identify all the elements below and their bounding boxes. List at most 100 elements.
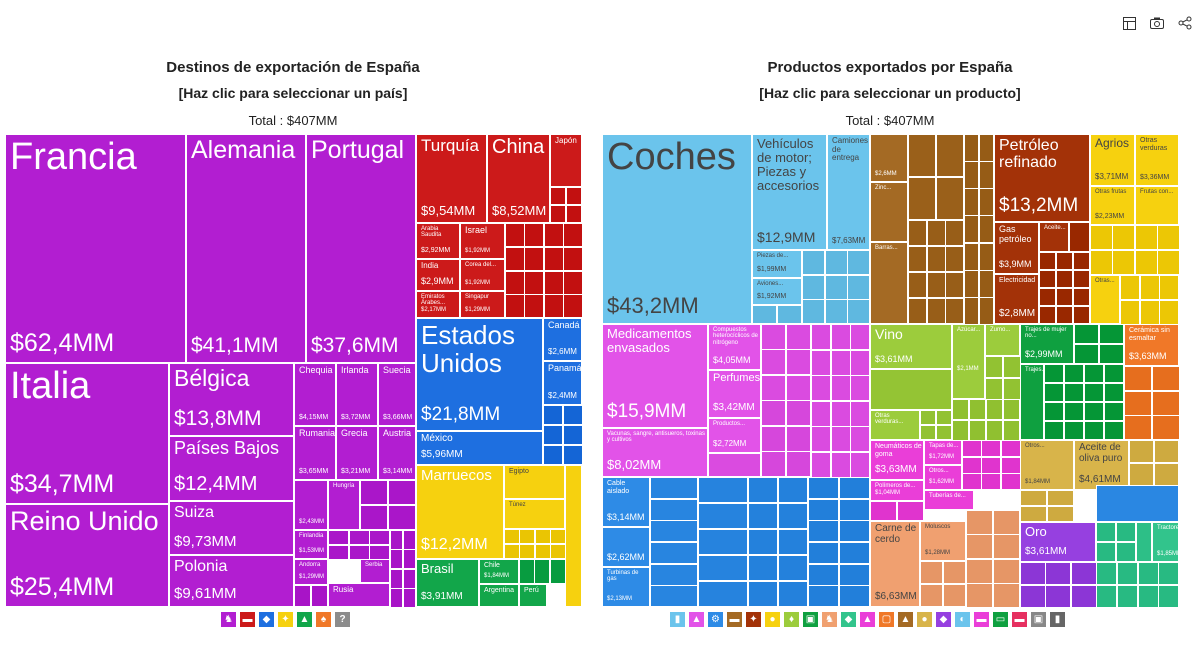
treemap-cell-india[interactable]: India $2,9MM [416,259,460,291]
treemap-cell-minor[interactable] [786,426,811,452]
treemap-cell-reino-unido[interactable]: Reino Unido $25,4MM [5,504,169,607]
treemap-cell-minor[interactable] [993,583,1020,607]
treemap-cell-minor[interactable] [1152,415,1179,440]
treemap-cell-minor[interactable] [1044,421,1064,440]
treemap-cell-minor[interactable] [964,243,979,271]
treemap-cell-marruecos[interactable]: Marruecos $12,2MM [416,465,504,559]
treemap-cell-minor[interactable] [1044,364,1064,383]
treemap-cell-minor[interactable] [543,445,563,465]
treemap-cell-minor[interactable] [535,529,551,544]
treemap-cell-minor[interactable] [847,275,870,300]
treemap-cell-minor[interactable] [543,425,563,445]
treemap-cell-emiratos-arabes[interactable]: Emiratos Árabes... $2,17MM [416,291,460,318]
plastics-icon[interactable]: ▣ [803,612,818,627]
treemap-cell-minor[interactable] [920,410,936,425]
treemap-cell-minor[interactable] [1003,420,1020,441]
treemap-cell-minor[interactable] [1039,270,1056,288]
treemap-cell-minor[interactable] [964,161,979,189]
treemap-cell-minor[interactable] [1084,421,1104,440]
treemap-cell-neumaticos-de-goma[interactable]: Neumáticos de goma $3,63MM [870,440,924,480]
treemap-cell-minor[interactable] [964,215,979,243]
treemap-cell-minor[interactable] [778,503,808,529]
treemap-cell-minor[interactable] [811,401,831,427]
treemap-cell-minor[interactable] [360,505,388,530]
minerals-icon[interactable]: ✦ [746,612,761,627]
treemap-cell-hungria[interactable]: Hungría [328,480,360,530]
treemap-cell-minor[interactable] [403,569,416,589]
treemap-cell-tapas-de[interactable]: Tapas de... $1,72MM [924,440,962,465]
treemap-cell-minor[interactable] [908,134,936,177]
treemap-cell-minor[interactable] [650,564,698,586]
vegetables-icon[interactable]: ● [765,612,780,627]
treemap-cell-minor[interactable] [952,399,969,420]
treemap-cell-minor[interactable] [1116,522,1136,542]
animal-fats-icon[interactable]: ● [917,612,932,627]
treemap-cell-minor[interactable] [966,559,993,584]
machinery-icon[interactable]: ⚙ [708,612,723,627]
treemap-cell-minor[interactable] [1096,542,1116,562]
treemap-cell-minor[interactable] [808,542,839,564]
treemap-cell-minor[interactable] [979,270,994,298]
treemap-cell-barras[interactable]: Barras... [870,242,908,324]
treemap-cell-minor[interactable] [850,452,870,478]
transport-icon[interactable]: ◐ [955,612,970,627]
treemap-cell-minor[interactable] [897,501,924,521]
treemap-cell-minor[interactable] [778,581,808,607]
treemap-cell-minor[interactable] [1090,250,1113,275]
treemap-cell-minor[interactable] [1138,562,1159,585]
treemap-cell-minor[interactable] [550,529,566,544]
paper-icon[interactable]: ▬ [974,612,989,627]
treemap-cell-polimeros-de[interactable]: Polímeros de... $1,04MM [870,480,924,501]
treemap-cell-minor[interactable] [943,584,966,607]
treemap-cell-minor[interactable] [534,559,550,584]
treemap-cell-minor[interactable] [969,399,986,420]
treemap-cell-minor[interactable] [943,561,966,584]
share-icon[interactable] [1176,14,1194,32]
treemap-cell-minor[interactable] [563,405,582,425]
treemap-cell-minor[interactable] [524,247,544,271]
treemap-cell-minor[interactable] [390,588,403,607]
treemap-cell-minor[interactable] [1152,391,1179,416]
south-america-icon[interactable]: ▲ [297,612,312,627]
treemap-cell-minor[interactable] [808,520,839,542]
treemap-cell-minor[interactable] [650,542,698,564]
treemap-cell-2-6mm[interactable]: $2,6MM [870,134,908,182]
treemap-cell-minor[interactable] [311,585,328,607]
treemap-cell-minor[interactable] [1047,506,1074,522]
treemap-cell-minor[interactable] [550,544,566,559]
treemap-cell-minor[interactable] [1099,344,1124,364]
treemap-cell-minor[interactable] [1154,463,1179,486]
treemap-cell-minor[interactable] [847,299,870,324]
treemap-cell-minor[interactable] [388,480,416,505]
treemap-cell-minor[interactable] [1152,366,1179,391]
treemap-cell-minor[interactable] [1064,364,1084,383]
treemap-cell-minor[interactable] [850,401,870,427]
treemap-cell-minor[interactable] [802,275,825,300]
treemap-cell-electricidad[interactable]: Electricidad $2,8MM [994,274,1039,324]
treemap-cell-minor[interactable] [831,426,851,452]
treemap-cell-minor[interactable] [825,299,848,324]
treemap-cell-minor[interactable] [1129,463,1154,486]
treemap-cell-minor[interactable] [808,499,839,521]
treemap-cell-minor[interactable] [698,477,748,503]
treemap-cell-minor[interactable] [1154,440,1179,463]
treemap-cell-minor[interactable] [1157,250,1179,275]
treemap-cell-minor[interactable] [748,529,778,555]
treemap-cell-zinc[interactable]: Zinc... [870,182,908,242]
europe-icon[interactable]: ♞ [221,612,236,627]
treemap-cell-minor[interactable] [908,177,936,220]
treemap-cell-minor[interactable] [550,205,566,223]
treemap-cell-minor[interactable] [839,499,870,521]
treemap-cell-minor[interactable] [1003,399,1020,420]
treemap-cell-minor[interactable] [1159,275,1179,300]
treemap-cell-peru[interactable]: Perú [519,584,547,607]
treemap-cell-corea-del[interactable]: Corea del... $1,92MM [460,259,505,291]
treemap-cell-minor[interactable] [945,220,964,246]
treemap-cell-minor[interactable] [1157,225,1179,250]
treemap-cell-minor[interactable] [328,545,349,560]
treemap-cell-aviones[interactable]: Aviones... $1,92MM [752,278,802,305]
treemap-cell-minor[interactable] [945,246,964,272]
treemap-cell-minor[interactable] [966,510,993,535]
treemap-cell-minor[interactable] [966,534,993,559]
treemap-cell-productos[interactable]: Productos... $2,72MM [708,418,761,453]
